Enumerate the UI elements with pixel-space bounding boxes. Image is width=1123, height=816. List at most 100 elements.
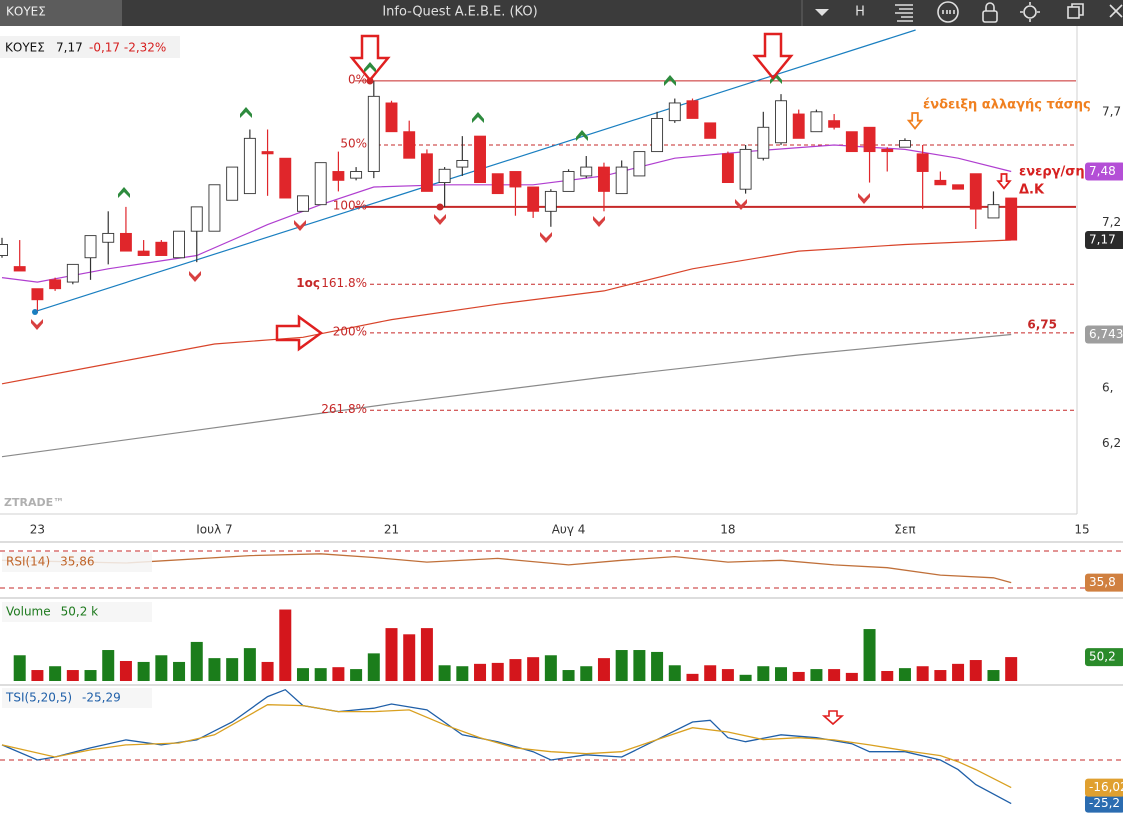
annotation-text: ενεργ/ση bbox=[1019, 165, 1085, 180]
candle bbox=[385, 100, 398, 133]
close-icon[interactable] bbox=[1109, 4, 1123, 18]
volume-bar bbox=[792, 671, 805, 681]
volume-bar bbox=[527, 657, 540, 681]
candle bbox=[969, 173, 982, 229]
candle bbox=[757, 111, 770, 161]
candle-body bbox=[119, 232, 132, 252]
indicator-name: Volume bbox=[6, 605, 51, 619]
candle bbox=[84, 235, 97, 280]
candle-body bbox=[580, 166, 593, 177]
volume-bar bbox=[810, 669, 823, 681]
candle bbox=[102, 211, 115, 265]
buy-signal bbox=[240, 107, 252, 118]
candle bbox=[208, 184, 221, 232]
candle bbox=[420, 149, 433, 192]
candle-body bbox=[297, 195, 309, 212]
price-badge-text: -25,2 bbox=[1089, 796, 1120, 810]
volume-bar bbox=[403, 634, 416, 681]
comment-icon[interactable] bbox=[937, 1, 959, 23]
candle bbox=[403, 120, 416, 159]
dropdown-icon[interactable] bbox=[815, 9, 829, 16]
candle bbox=[1005, 197, 1018, 241]
indicator-line bbox=[1, 704, 1012, 789]
candle bbox=[881, 147, 894, 172]
volume-bar bbox=[332, 667, 345, 681]
buy-signal bbox=[472, 112, 484, 123]
candle-body bbox=[208, 184, 221, 232]
volume-bar bbox=[686, 673, 699, 681]
annotation-text: ένδειξη αλλαγής τάσης bbox=[923, 98, 1091, 113]
indicator-legend-box bbox=[2, 688, 152, 708]
x-tick-label: 23 bbox=[30, 523, 45, 537]
y-tick-label: 6, bbox=[1102, 381, 1113, 395]
period-button[interactable]: H bbox=[855, 5, 865, 20]
volume-bar bbox=[916, 666, 929, 681]
candle bbox=[633, 151, 646, 177]
volume-bar bbox=[385, 628, 398, 681]
candle-body bbox=[598, 166, 610, 192]
candle bbox=[651, 111, 664, 153]
indicator-name: RSI(14) bbox=[6, 555, 50, 569]
candle-body bbox=[456, 159, 469, 168]
candle-body bbox=[84, 235, 97, 259]
price-badge-text: 7,48 bbox=[1089, 164, 1116, 178]
volume-bar bbox=[491, 662, 504, 681]
theme-icon[interactable] bbox=[1023, 5, 1037, 19]
x-tick-label: Σεπ bbox=[894, 523, 915, 537]
indicator-value: -25,29 bbox=[82, 691, 121, 705]
annotation-arrow bbox=[821, 710, 845, 726]
candle-body bbox=[1005, 197, 1018, 241]
volume-bar bbox=[934, 670, 947, 681]
candle-body bbox=[916, 153, 929, 172]
volume-bar bbox=[704, 665, 717, 681]
annotation-arrow bbox=[752, 32, 794, 80]
fib-label: 161.8% bbox=[321, 276, 367, 290]
candle-body bbox=[474, 135, 486, 184]
candle bbox=[243, 129, 256, 195]
volume-bar bbox=[633, 650, 646, 681]
restore-icon[interactable] bbox=[1067, 6, 1080, 19]
volume-bar bbox=[155, 655, 168, 681]
volume-bar bbox=[580, 666, 593, 681]
y-tick-label: 6,2 bbox=[1102, 436, 1121, 450]
candle bbox=[491, 173, 504, 195]
sell-signal bbox=[858, 193, 870, 204]
candle bbox=[987, 191, 1000, 219]
annotation-arrow bbox=[275, 314, 324, 352]
symbol-tab[interactable] bbox=[0, 0, 122, 26]
volume-bar bbox=[952, 663, 965, 681]
candle bbox=[686, 98, 699, 119]
volume-bar bbox=[119, 660, 132, 681]
volume-bar bbox=[66, 670, 79, 681]
candle-body bbox=[881, 148, 894, 153]
candle-body bbox=[102, 232, 115, 243]
candle bbox=[952, 184, 965, 190]
lock-icon[interactable] bbox=[982, 10, 998, 23]
volume-bar bbox=[757, 666, 770, 681]
indicators-icon[interactable] bbox=[895, 4, 913, 22]
price-badge bbox=[1085, 573, 1123, 592]
candle-body bbox=[544, 190, 557, 212]
candle-body bbox=[0, 244, 8, 256]
annotation-arrow bbox=[996, 173, 1012, 190]
candle bbox=[297, 195, 309, 212]
fib-label: 100% bbox=[333, 198, 367, 212]
symbol-tab-text: ΚΟΥΕΣ bbox=[6, 5, 46, 19]
volume-bar bbox=[845, 672, 858, 681]
volume-bar bbox=[615, 650, 628, 681]
trendline-anchor bbox=[32, 309, 38, 315]
candle-body bbox=[651, 117, 664, 153]
candle bbox=[279, 157, 292, 199]
price-badge-text: -16,02 bbox=[1089, 780, 1123, 794]
candle-body bbox=[952, 184, 965, 190]
candle bbox=[580, 156, 593, 179]
candle bbox=[509, 171, 522, 216]
volume-bar bbox=[509, 659, 522, 681]
volume-bar bbox=[651, 651, 664, 681]
volume-bar bbox=[456, 666, 469, 681]
candle-body bbox=[173, 230, 185, 259]
x-tick-label: 18 bbox=[720, 523, 735, 537]
volume-bar bbox=[279, 609, 292, 681]
indicator-name: TSI(5,20,5) bbox=[5, 691, 72, 705]
